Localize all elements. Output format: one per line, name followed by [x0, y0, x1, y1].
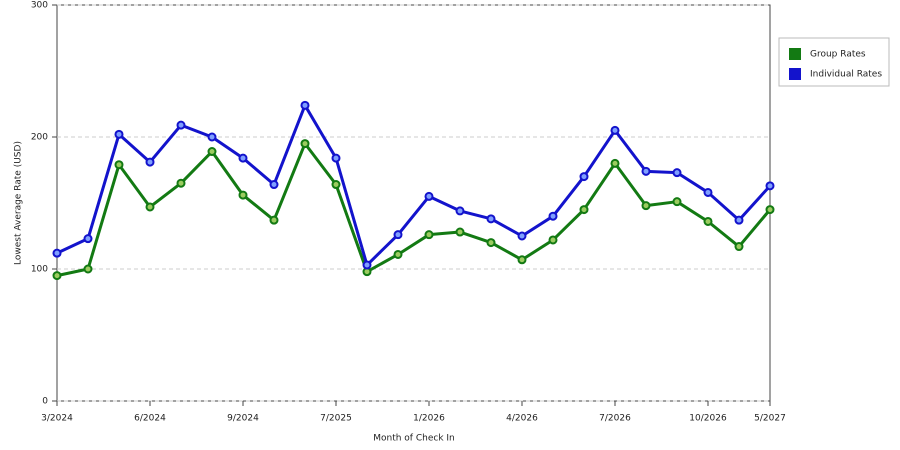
data-point [145, 202, 155, 212]
data-point [517, 231, 527, 241]
data-point [610, 125, 620, 135]
data-point [517, 255, 527, 265]
data-point [207, 132, 217, 142]
data-point [393, 249, 403, 259]
x-tick-label: 7/2025 [320, 414, 352, 424]
data-point [83, 234, 93, 244]
y-tick-label: 100 [31, 265, 48, 275]
legend-label: Group Rates [810, 50, 866, 60]
data-point [455, 227, 465, 237]
data-point [362, 260, 372, 270]
data-point [703, 187, 713, 197]
series-line [56, 103, 772, 267]
data-point [331, 153, 341, 163]
data-point [176, 120, 186, 130]
data-point [238, 153, 248, 163]
y-tick-label: 0 [42, 397, 48, 407]
data-point [641, 166, 651, 176]
data-point [114, 160, 124, 170]
data-point [269, 215, 279, 225]
data-point [331, 180, 341, 190]
data-point [734, 242, 744, 252]
data-point [486, 214, 496, 224]
data-point [455, 206, 465, 216]
x-tick-label: 10/2026 [689, 414, 727, 424]
data-point [114, 129, 124, 139]
data-point [579, 205, 589, 215]
data-point [672, 197, 682, 207]
series-line [56, 142, 772, 278]
y-axis-title: Lowest Average Rate (USD) [14, 141, 24, 265]
data-point [52, 271, 62, 281]
data-point [300, 100, 310, 110]
x-tick-label: 4/2026 [506, 414, 538, 424]
data-point [486, 238, 496, 248]
x-tick-label: 6/2024 [134, 414, 166, 424]
data-point [734, 215, 744, 225]
data-point [703, 216, 713, 226]
data-point [548, 211, 558, 221]
legend-label: Individual Rates [810, 70, 882, 80]
data-point [393, 230, 403, 240]
data-point [83, 264, 93, 274]
data-point [424, 230, 434, 240]
x-axis-title: Month of Check In [373, 434, 455, 444]
data-point [176, 178, 186, 188]
data-point [610, 158, 620, 168]
data-point [765, 205, 775, 215]
data-point [52, 248, 62, 258]
x-tick-label: 5/2027 [754, 414, 786, 424]
x-tick-label: 3/2024 [41, 414, 73, 424]
x-tick-label: 1/2026 [413, 414, 445, 424]
legend-swatch [789, 68, 801, 80]
y-tick-label: 300 [31, 1, 48, 11]
data-point [238, 190, 248, 200]
data-point [765, 181, 775, 191]
data-point [300, 139, 310, 149]
x-tick-label: 9/2024 [227, 414, 259, 424]
data-point [672, 168, 682, 178]
data-point [579, 172, 589, 182]
plot-frame [56, 4, 771, 402]
data-point [145, 157, 155, 167]
legend-swatch [789, 48, 801, 60]
x-tick-label: 7/2026 [599, 414, 631, 424]
data-point [548, 235, 558, 245]
data-point [641, 201, 651, 211]
data-point [207, 147, 217, 157]
data-point [424, 191, 434, 201]
data-point [269, 180, 279, 190]
y-tick-label: 200 [31, 133, 48, 143]
